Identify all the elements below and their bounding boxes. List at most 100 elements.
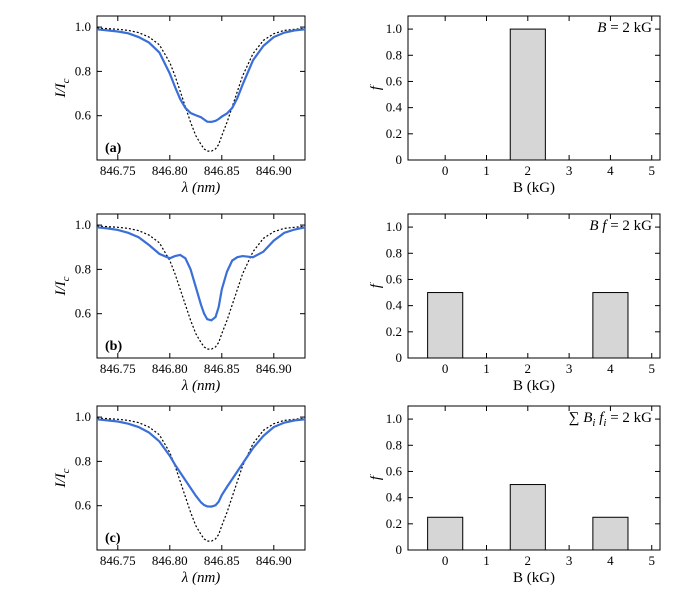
ytick-label: 1.0 (386, 219, 402, 234)
ytick-label: 0.6 (386, 73, 403, 88)
histogram-plot-c: 0 1 2 3 4 5 0 0.2 0.4 0.6 0.8 1.0 B (kG) f ∑ Bi fi = 2… (370, 398, 670, 588)
xtick-label: 3 (566, 553, 573, 568)
ytick-label: 0.2 (386, 324, 402, 339)
xtick-label: 2 (525, 553, 532, 568)
xtick-label: 846.90 (256, 553, 292, 568)
ytick-label: 0.4 (386, 490, 403, 505)
ytick-label: 0.2 (386, 516, 402, 531)
xtick-label: 4 (607, 361, 614, 376)
panel-c-right: 0 1 2 3 4 5 0 0.2 0.4 0.6 0.8 1.0 B (kG) f ∑ Bi fi = 2… (370, 398, 670, 588)
series-dotted (97, 418, 305, 541)
panel-b-left: 846.75 846.80 846.85 846.90 0.6 0.8 1.0 λ (nm) I… (55, 206, 310, 396)
xtick-label: 4 (607, 553, 614, 568)
ytick-label: 0.6 (386, 271, 403, 286)
xtick-label: 846.75 (100, 163, 136, 178)
y-axis-label: I/Ic (55, 78, 72, 98)
spectrum-plot-a: 846.75 846.80 846.85 846.90 0.6 0.8 1.0 λ (nm) I… (55, 8, 310, 198)
x-axis-label: B (kG) (513, 180, 555, 196)
xtick-label: 846.85 (204, 163, 240, 178)
ytick-label: 0.6 (75, 108, 92, 123)
xtick-label: 1 (483, 163, 490, 178)
panel-letter: (b) (105, 339, 122, 354)
xtick-label: 846.75 (100, 361, 136, 376)
xtick-label: 846.75 (100, 553, 136, 568)
ytick-label: 0.8 (75, 261, 91, 276)
series-blue (97, 29, 305, 122)
bar (428, 517, 463, 550)
ytick-label: 0.6 (386, 463, 403, 478)
series-dotted (97, 226, 305, 349)
panel-annotation: ∑ Bi fi = 2 kG (569, 410, 652, 429)
spectrum-plot-b: 846.75 846.80 846.85 846.90 0.6 0.8 1.0 λ (nm) I… (55, 206, 310, 396)
ytick-label: 0.4 (386, 298, 403, 313)
xtick-label: 1 (483, 361, 490, 376)
spectrum-plot-c: 846.75846.80846.85846.900.60.81.0λ (nm)I… (55, 398, 310, 588)
x-axis-label: B (kG) (513, 378, 555, 394)
xtick-label: 5 (648, 163, 655, 178)
ytick-label: 1.0 (386, 411, 402, 426)
x-axis-label: λ (nm) (181, 378, 221, 394)
xtick-label: 2 (525, 163, 532, 178)
panel-b-right: 0 1 2 3 4 5 0 0.2 0.4 0.6 0.8 1.0 B (kG) f B f = 2 kG (370, 206, 670, 396)
xtick-label: 0 (442, 163, 449, 178)
xtick-label: 846.80 (152, 553, 188, 568)
ytick-label: 0.6 (75, 498, 92, 513)
ytick-label: 0.4 (386, 100, 403, 115)
series-dotted (97, 28, 305, 151)
ytick-label: 0.8 (386, 437, 402, 452)
xtick-label: 5 (648, 553, 655, 568)
bar (428, 293, 463, 358)
y-axis-label: f (370, 84, 384, 90)
ytick-label: 0.8 (75, 63, 91, 78)
ytick-label: 0.8 (75, 453, 91, 468)
ytick-label: 1.0 (75, 19, 91, 34)
panel-letter: (c) (105, 531, 121, 546)
ytick-label: 0.8 (386, 47, 402, 62)
xtick-label: 3 (566, 361, 573, 376)
bar (593, 293, 628, 358)
x-axis-label: B (kG) (513, 570, 555, 586)
y-axis-label: f (370, 474, 384, 480)
ytick-label: 0 (396, 350, 403, 365)
xtick-label: 5 (648, 361, 655, 376)
histogram-plot-b: 0 1 2 3 4 5 0 0.2 0.4 0.6 0.8 1.0 B (kG) f B f = 2 kG (370, 206, 670, 396)
y-axis-label: I/Ic (55, 276, 72, 296)
bar (510, 485, 545, 550)
xtick-label: 1 (483, 553, 490, 568)
panel-letter: (a) (105, 141, 122, 156)
ytick-label: 0 (396, 542, 403, 557)
xtick-label: 846.85 (204, 361, 240, 376)
xtick-label: 0 (442, 361, 449, 376)
x-axis-label: λ (nm) (181, 180, 221, 196)
histogram-plot-a: 01234500.20.40.60.81.0B (kG)fB = 2 kG (370, 8, 670, 198)
xtick-label: 846.80 (152, 361, 188, 376)
figure-root: 846.75 846.80 846.85 846.90 0.6 0.8 1.0 λ (nm) I… (0, 0, 685, 594)
series-blue (97, 227, 305, 320)
xtick-label: 846.90 (256, 163, 292, 178)
panel-a-right: 01234500.20.40.60.81.0B (kG)fB = 2 kG (370, 8, 670, 198)
xtick-label: 0 (442, 553, 449, 568)
xtick-label: 846.80 (152, 163, 188, 178)
xtick-label: 3 (566, 163, 573, 178)
y-axis-label: I/Ic (55, 468, 72, 488)
ytick-label: 0.2 (386, 126, 402, 141)
ytick-label: 1.0 (75, 217, 91, 232)
panel-a-left: 846.75 846.80 846.85 846.90 0.6 0.8 1.0 λ (nm) I… (55, 8, 310, 198)
y-axis-label: f (370, 282, 384, 288)
ytick-label: 0 (396, 152, 403, 167)
bar (593, 517, 628, 550)
panel-c-left: 846.75846.80846.85846.900.60.81.0λ (nm)I… (55, 398, 310, 588)
ytick-label: 0.6 (75, 306, 92, 321)
xtick-label: 846.85 (204, 553, 240, 568)
panel-annotation: B f = 2 kG (589, 218, 652, 234)
ytick-label: 1.0 (386, 21, 402, 36)
panel-annotation: B = 2 kG (597, 20, 652, 36)
x-axis-label: λ (nm) (181, 570, 221, 586)
series-red (97, 29, 305, 122)
bar (510, 29, 545, 160)
series-blue (97, 419, 305, 506)
xtick-label: 2 (525, 361, 532, 376)
series-red (97, 419, 305, 506)
xtick-label: 846.90 (256, 361, 292, 376)
ytick-label: 0.8 (386, 245, 402, 260)
